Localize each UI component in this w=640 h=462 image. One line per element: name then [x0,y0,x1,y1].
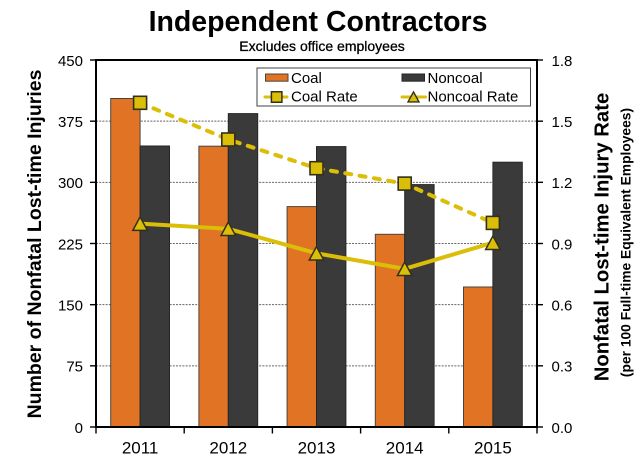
svg-text:0.6: 0.6 [552,298,573,315]
svg-text:0: 0 [75,420,83,437]
svg-text:Coal: Coal [291,70,322,87]
svg-text:Coal Rate: Coal Rate [291,88,358,105]
svg-text:450: 450 [58,53,83,70]
svg-text:Independent Contractors: Independent Contractors [149,6,488,38]
svg-text:0.3: 0.3 [552,359,573,376]
svg-text:1.5: 1.5 [552,114,573,131]
svg-text:1.2: 1.2 [552,175,573,192]
svg-text:0.9: 0.9 [552,236,573,253]
svg-text:(per 100 Full-time Equivalent: (per 100 Full-time Equivalent Employees) [619,108,634,377]
svg-text:Number of Nonfatal Lost-time I: Number of Nonfatal Lost-time Injuries [24,69,46,418]
svg-text:Noncoal: Noncoal [428,70,483,87]
svg-text:300: 300 [58,175,83,192]
svg-text:2014: 2014 [386,439,424,458]
svg-text:Excludes office employees: Excludes office employees [239,38,405,54]
svg-text:2012: 2012 [209,439,247,458]
svg-text:375: 375 [58,114,83,131]
svg-text:Nonfatal Lost-time Injury Rate: Nonfatal Lost-time Injury Rate [592,93,614,381]
svg-text:150: 150 [58,298,83,315]
svg-text:225: 225 [58,236,83,253]
svg-text:75: 75 [66,359,83,376]
svg-text:1.8: 1.8 [552,53,573,70]
svg-text:0.0: 0.0 [552,420,573,437]
svg-text:2015: 2015 [474,439,512,458]
svg-text:2011: 2011 [122,439,159,458]
svg-text:2013: 2013 [298,439,336,458]
svg-text:Noncoal Rate: Noncoal Rate [428,88,519,105]
